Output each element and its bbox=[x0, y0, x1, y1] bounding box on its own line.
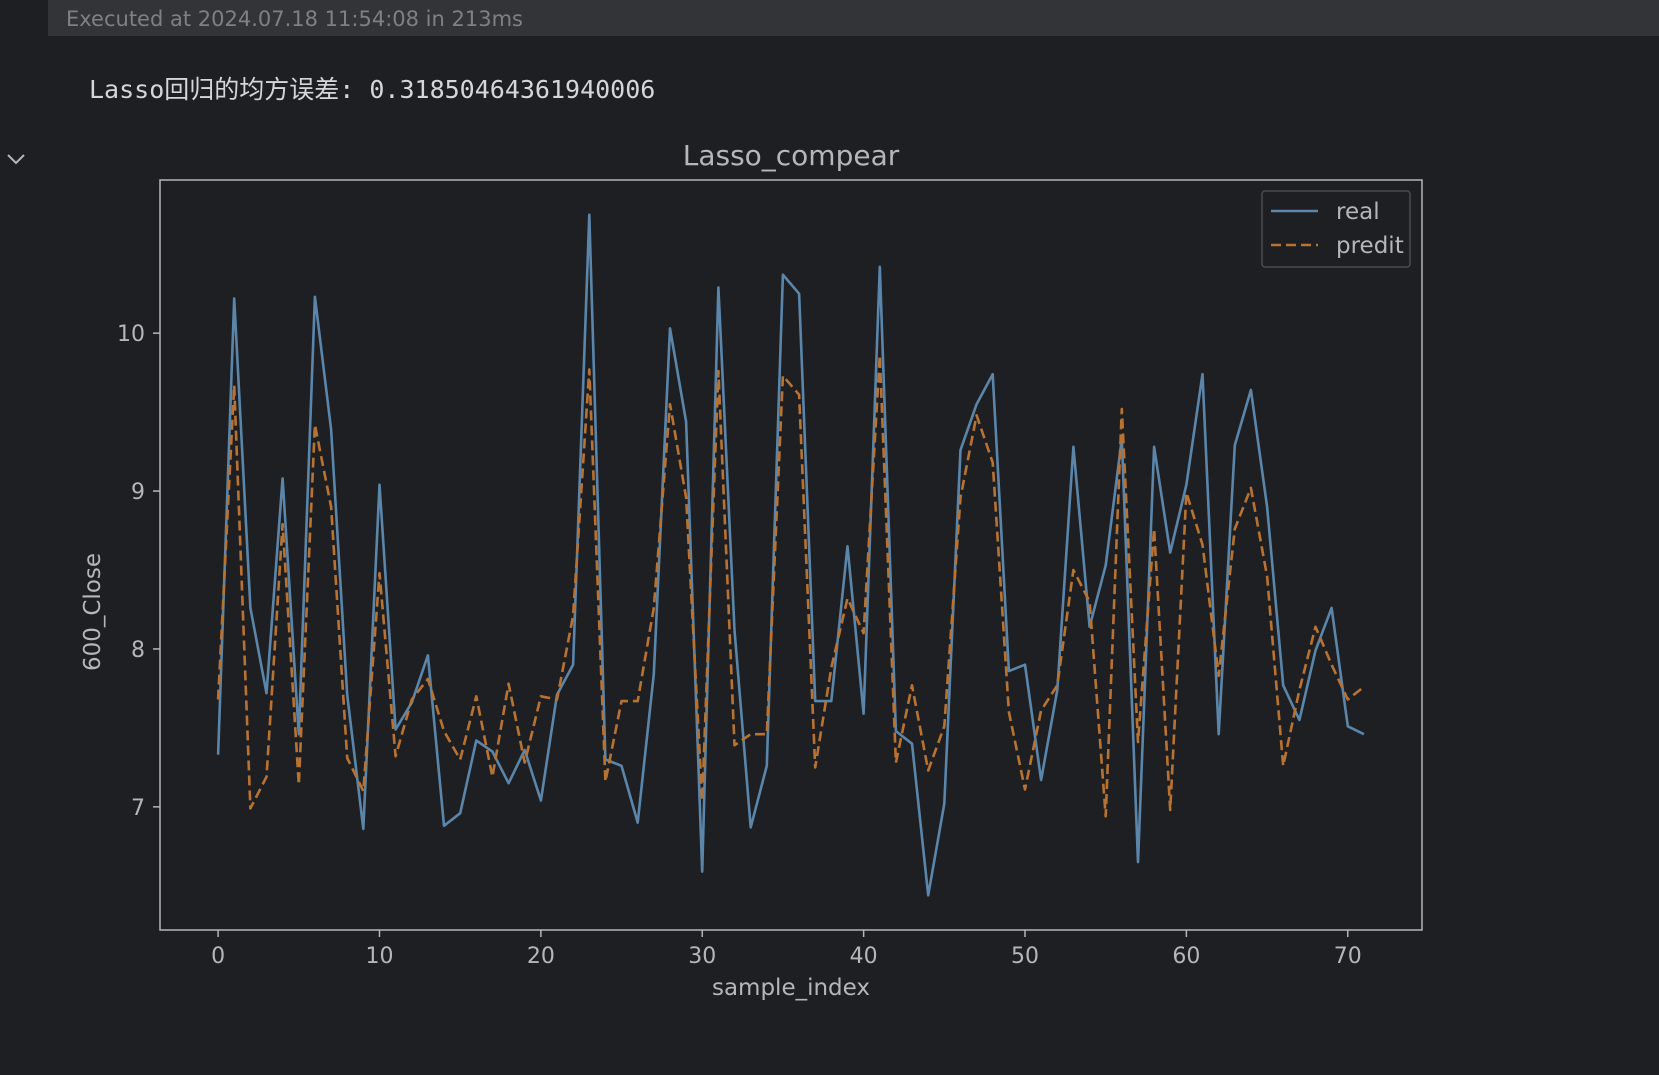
y-tick-label: 7 bbox=[131, 796, 145, 821]
y-axis: 7 8 9 10 bbox=[117, 322, 160, 821]
y-tick-label: 8 bbox=[131, 638, 145, 663]
y-tick-label: 9 bbox=[131, 480, 145, 505]
x-tick-label: 0 bbox=[211, 944, 225, 969]
x-axis: 0 10 20 30 40 50 60 70 bbox=[211, 930, 1362, 969]
x-tick-label: 70 bbox=[1334, 944, 1362, 969]
legend-label-real: real bbox=[1336, 199, 1380, 225]
x-tick-label: 20 bbox=[527, 944, 555, 969]
x-tick-label: 60 bbox=[1172, 944, 1200, 969]
left-gutter bbox=[0, 0, 68, 1075]
execution-status-bar: Executed at 2024.07.18 11:54:08 in 213ms bbox=[48, 0, 1659, 36]
collapse-output-toggle[interactable] bbox=[5, 148, 27, 170]
stdout-text: Lasso回归的均方误差: 0.31850464361940006 bbox=[89, 75, 656, 104]
series-line-real bbox=[216, 213, 1365, 897]
execution-status-text: Executed at 2024.07.18 11:54:08 in 213ms bbox=[66, 7, 523, 31]
y-axis-label: 600_Close bbox=[80, 553, 106, 671]
y-tick-label: 10 bbox=[117, 322, 145, 347]
legend: real predit bbox=[1261, 190, 1411, 268]
series-layer bbox=[216, 213, 1365, 897]
x-tick-label: 50 bbox=[1011, 944, 1039, 969]
series-line-predit bbox=[216, 354, 1365, 818]
x-axis-label: sample_index bbox=[712, 975, 870, 1001]
x-tick-label: 30 bbox=[688, 944, 716, 969]
chart-title: Lasso_compear bbox=[683, 139, 900, 172]
x-tick-label: 10 bbox=[365, 944, 393, 969]
line-chart: Lasso_compear 0 10 20 30 40 50 60 70 7 8 9 10 samp… bbox=[80, 139, 1423, 1001]
chevron-down-icon bbox=[7, 154, 25, 165]
legend-label-predit: predit bbox=[1336, 233, 1404, 259]
x-tick-label: 40 bbox=[850, 944, 878, 969]
plot-area bbox=[159, 179, 1423, 931]
